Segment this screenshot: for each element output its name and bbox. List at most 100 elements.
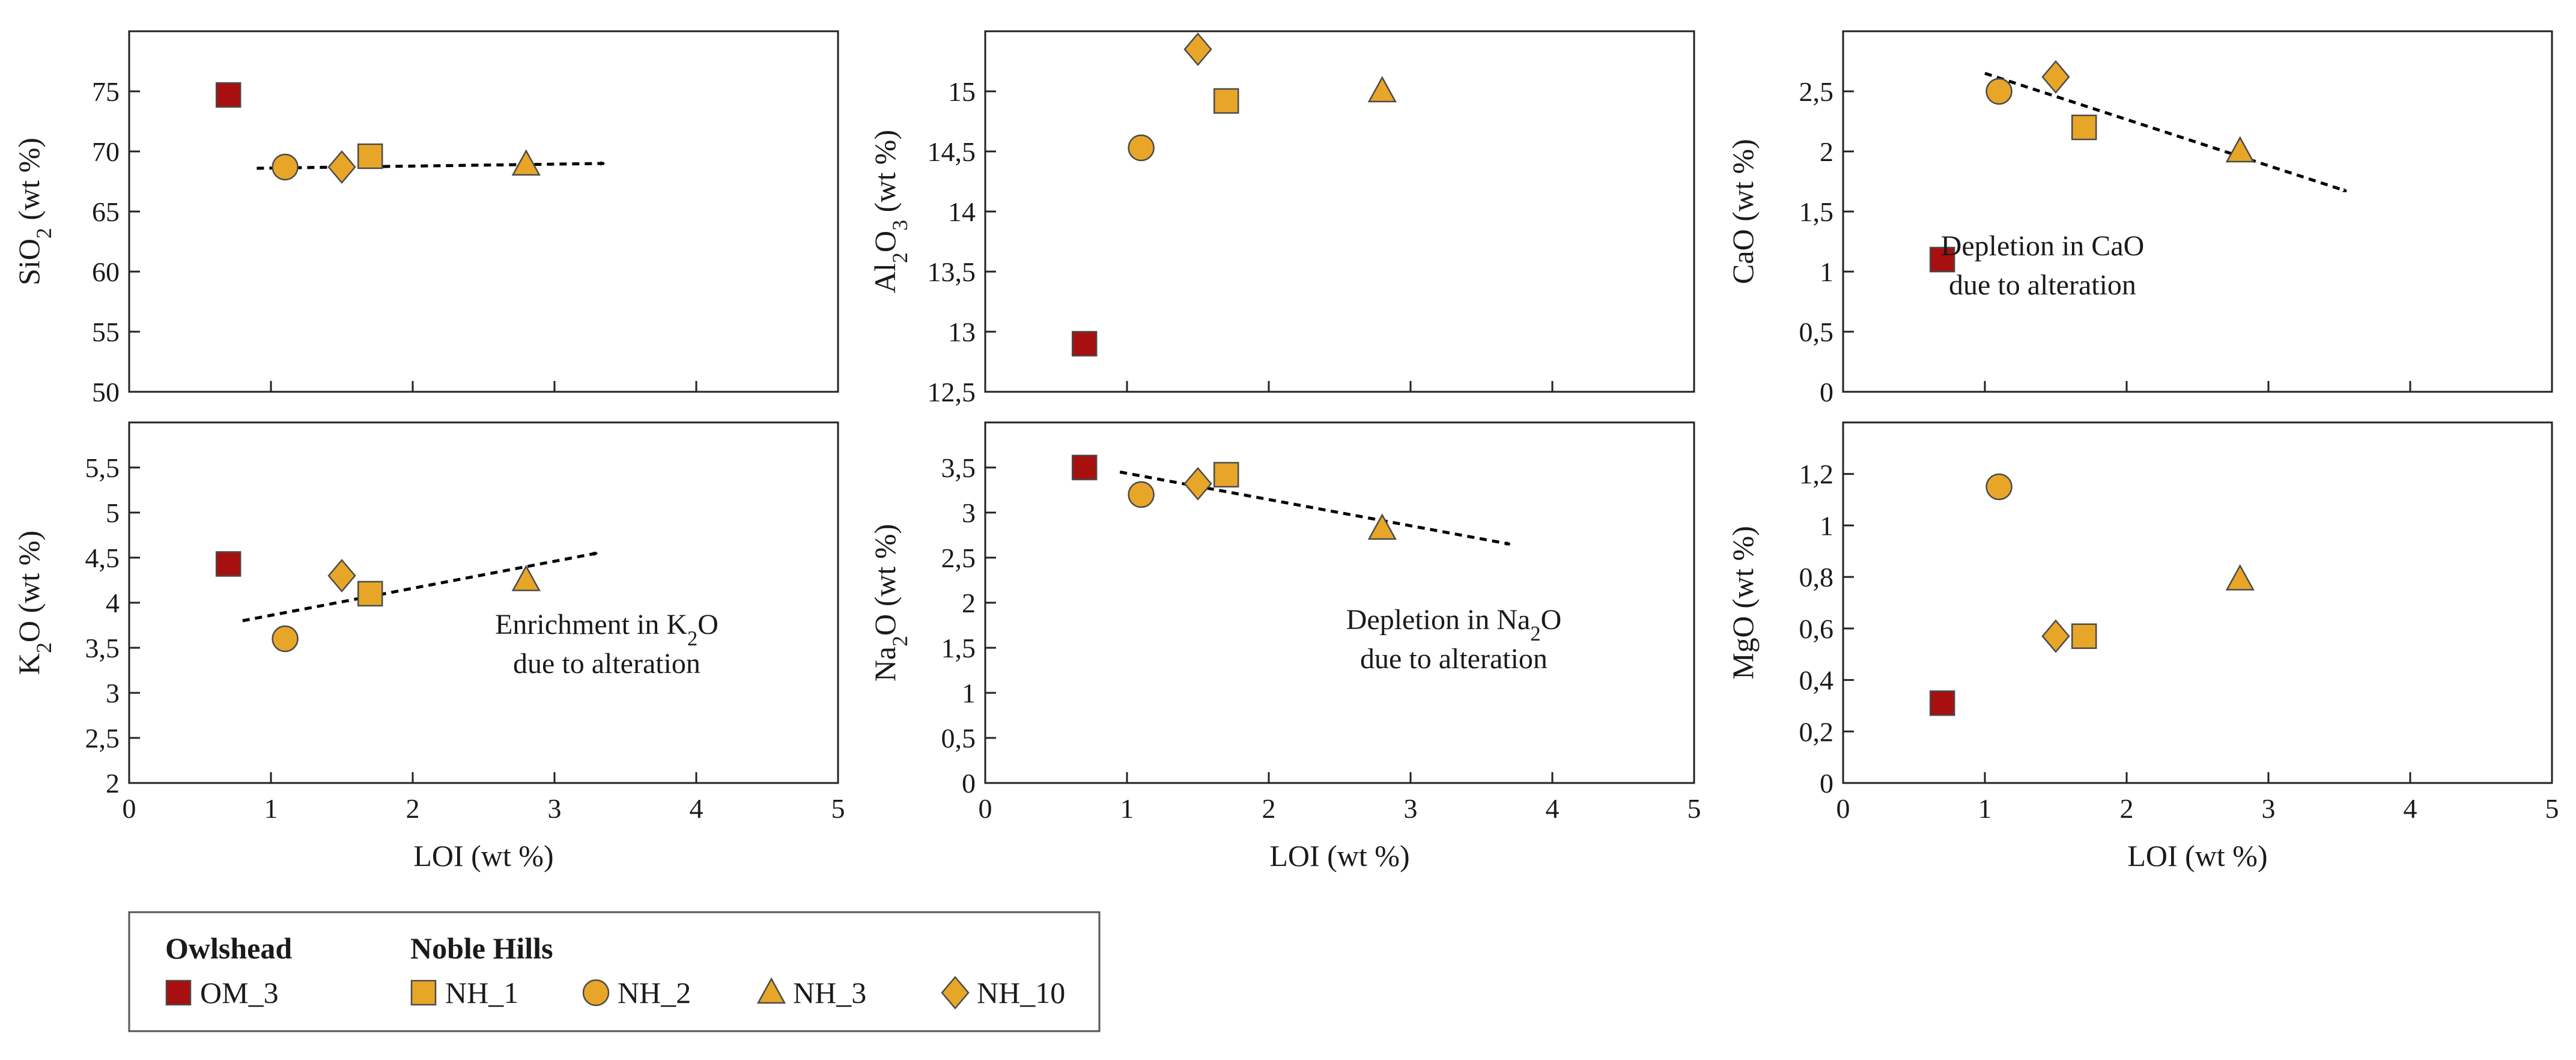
k2o-y-axis-label: K2O (wt %) [12,531,56,675]
al2o3-point-nh-3 [1367,76,1397,103]
mgo-y-axis-label: MgO (wt %) [1726,526,1760,680]
al2o3-y-tick-label: 14,5 [928,136,976,167]
al2o3-point-nh-1 [1213,88,1239,114]
k2o-point-nh-3 [511,564,541,591]
cao-annotation-line: Depletion in CaO [1941,230,2145,262]
legend-marker-nh-10 [941,976,970,1010]
k2o-y-tick-label: 5,5 [85,452,120,483]
na2o-y-tick-label: 3,5 [941,452,976,483]
al2o3-y-tick-label: 13,5 [928,257,976,287]
mgo-x-tick-label: 3 [2262,793,2276,824]
mgo-point-nh-3 [2225,564,2255,591]
k2o-plot-frame [128,421,839,784]
k2o-x-tick-label: 1 [264,793,278,824]
k2o-point-nh-2 [272,625,299,653]
na2o-panel: 0 1 2 3 4 5 0 0,5 1 1,5 2 2,5 3 3,5 Na2O (wt %) LOI (wt… [868,421,1701,873]
al2o3-y-tick-label: 14 [948,196,976,227]
legend-label: NH_2 [618,976,691,1010]
mgo-plot-frame [1842,421,2553,784]
k2o-point-nh-10 [327,559,356,592]
legend-heading: Noble Hills [410,931,553,965]
sio2-y-tick-label: 75 [92,76,120,107]
na2o-x-tick-label: 5 [1687,793,1701,824]
cao-y-tick-label: 0 [1820,377,1833,407]
k2o-annotation-line: due to alteration [513,648,700,680]
legend-label: NH_1 [445,976,518,1010]
mgo-point-nh-1 [2071,623,2097,649]
al2o3-y-tick-label: 12,5 [928,377,976,407]
k2o-x-tick-label: 5 [831,793,845,824]
al2o3-y-axis-label: Al2O3 (wt %) [868,130,912,293]
mgo-point-nh-2 [1985,473,2012,501]
cao-y-tick-label: 1,5 [1799,196,1834,227]
mgo-y-tick-label: 1,2 [1799,459,1834,490]
cao-panel: 0 0,5 1 1,5 2 2,5 CaO (wt %) Depletion in CaO du… [1726,30,2553,407]
legend-marker-nh-3 [756,977,786,1004]
sio2-y-tick-label: 65 [92,196,120,227]
sio2-point-nh-1 [357,143,383,169]
mgo-y-tick-label: 0 [1820,768,1833,799]
mgo-y-tick-label: 0,6 [1799,614,1834,644]
na2o-y-tick-label: 0 [962,768,976,799]
mgo-panel: 0 1 2 3 4 5 0 0,2 0,4 0,6 0,8 1 1,2 MgO (wt %) LOI (wt… [1726,421,2559,873]
sio2-point-nh-10 [327,150,356,184]
legend-marker-nh-2 [582,979,610,1007]
k2o-x-tick-label: 3 [548,793,562,824]
k2o-point-om-3 [215,551,242,577]
al2o3-point-om-3 [1071,330,1098,357]
sio2-y-axis-label: SiO2 (wt %) [12,138,56,285]
mgo-y-tick-label: 0,8 [1799,562,1834,592]
na2o-point-om-3 [1071,454,1098,481]
al2o3-y-tick-label: 15 [948,76,976,107]
k2o-y-tick-label: 4,5 [85,543,120,573]
legend-heading: Owlshead [165,931,292,965]
sio2-y-tick-label: 60 [92,257,120,287]
k2o-panel: 0 1 2 3 4 5 2 2,5 3 3,5 4 4,5 5 5,5 K2O (wt %) LOI (wt … [12,421,845,873]
k2o-x-axis-label: LOI (wt %) [413,839,553,873]
al2o3-panel: 12,5 13 13,5 14 14,5 15 Al2O3 (wt %) [868,30,1695,407]
legend-label: OM_3 [200,976,279,1010]
na2o-trend-arrow [1119,471,1511,546]
k2o-x-tick-label: 4 [690,793,703,824]
mgo-x-tick-label: 1 [1978,793,1992,824]
al2o3-point-nh-10 [1183,32,1212,66]
k2o-y-tick-label: 3 [106,678,120,708]
mgo-x-tick-label: 0 [1836,793,1850,824]
sio2-panel: 50 55 60 65 70 75 SiO2 (wt %) [12,30,839,407]
na2o-x-tick-label: 4 [1546,793,1560,824]
k2o-point-nh-1 [357,580,383,607]
na2o-x-tick-label: 0 [979,793,992,824]
na2o-x-tick-label: 2 [1262,793,1276,824]
k2o-x-tick-label: 2 [406,793,420,824]
na2o-point-nh-3 [1367,513,1397,540]
sio2-point-nh-2 [272,153,299,181]
sio2-y-tick-label: 50 [92,377,120,407]
k2o-y-tick-label: 2,5 [85,723,120,754]
cao-annotation-line: due to alteration [1949,269,2136,301]
cao-trend-arrow [1984,72,2348,193]
na2o-y-tick-label: 1,5 [941,633,976,663]
al2o3-y-tick-label: 13 [948,317,976,347]
na2o-y-tick-label: 2,5 [941,543,976,573]
mgo-x-tick-label: 2 [2120,793,2134,824]
cao-y-tick-label: 2 [1820,136,1833,167]
mgo-y-tick-label: 0,4 [1799,665,1834,696]
mgo-point-om-3 [1929,690,1955,716]
legend-marker-nh-1 [410,979,437,1006]
mgo-point-nh-10 [2041,619,2070,653]
sio2-trend-arrow [257,161,606,170]
na2o-x-tick-label: 1 [1120,793,1134,824]
cao-point-nh-2 [1985,78,2012,105]
k2o-annotation-line: Enrichment in K2O [495,609,718,650]
na2o-point-nh-2 [1128,481,1155,508]
na2o-y-axis-label: Na2O (wt %) [868,524,912,681]
na2o-y-tick-label: 3 [962,498,976,528]
legend-label: NH_3 [793,976,866,1010]
na2o-x-axis-label: LOI (wt %) [1269,839,1409,873]
k2o-x-tick-label: 0 [123,793,136,824]
k2o-trend-arrow [242,551,598,623]
legend-label: NH_10 [977,976,1065,1010]
na2o-point-nh-10 [1183,467,1212,501]
